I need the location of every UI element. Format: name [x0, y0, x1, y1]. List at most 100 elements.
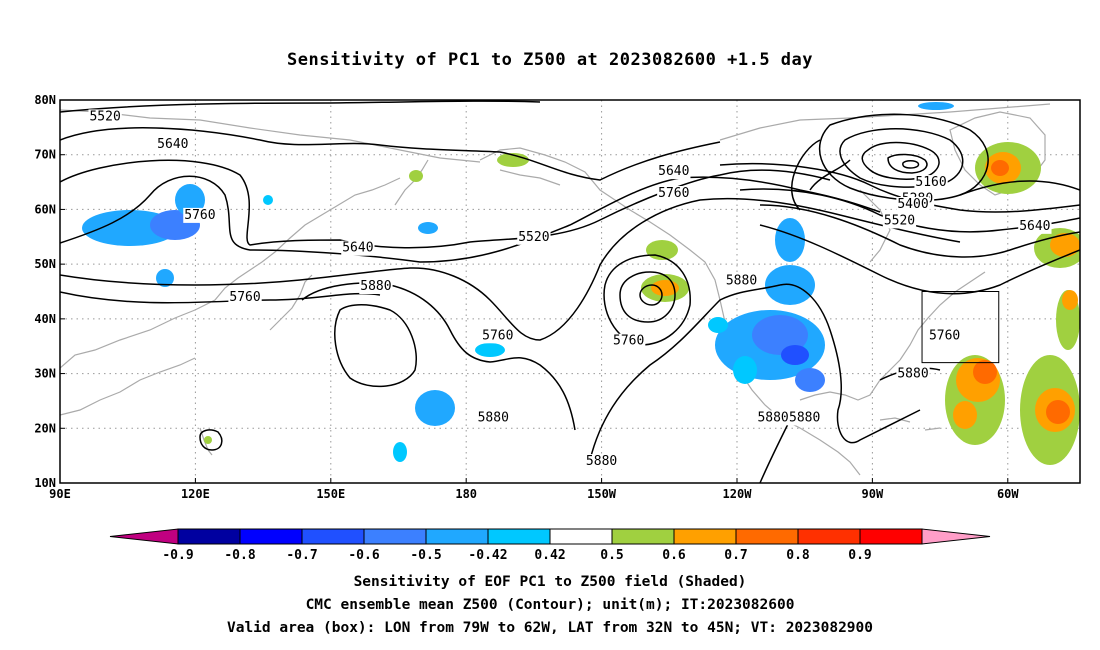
lon-label: 150W [587, 487, 617, 501]
contour-label: 5760 [658, 186, 689, 201]
contour-label: 5760 [613, 334, 644, 349]
latitude-labels: 80N 70N 60N 50N 40N 30N 20N 10N [34, 93, 65, 490]
contour-label: 5760 [229, 290, 260, 305]
colorbar-tick-label: 0.6 [662, 548, 686, 563]
colorbar-segment [611, 528, 675, 545]
contour-label: 5760 [482, 328, 513, 343]
colorbar-segment [177, 528, 241, 545]
contour-label: 5880 [586, 454, 617, 469]
colorbar-segment [859, 528, 923, 545]
lon-label: 120E [181, 487, 210, 501]
contour-label-bg [156, 136, 190, 152]
contour-label: 5640 [1019, 219, 1050, 234]
contour-label: 5760 [929, 328, 960, 343]
contour-label-bg [657, 186, 691, 202]
caption-line-1: Sensitivity of EOF PC1 to Z500 field (Sh… [353, 574, 747, 590]
colorbar-segment [487, 528, 551, 545]
colorbar-segment [425, 528, 489, 545]
colorbar-segment [797, 528, 861, 545]
contour-label-bg [584, 454, 619, 470]
lat-label: 50N [34, 257, 56, 271]
contour-label: 5520 [518, 230, 549, 245]
lon-label: 60W [997, 487, 1019, 501]
sensitivity-shading [82, 102, 1080, 465]
colorbar-low-extend [109, 528, 179, 545]
lat-label: 60N [34, 202, 56, 216]
colorbar-segment [549, 528, 613, 545]
contour-label-bg [228, 289, 262, 305]
contour-label: 5880 [360, 279, 391, 294]
contour-label-bg [882, 213, 917, 229]
contour-label: 5160 [915, 175, 946, 190]
contour-label-bg [481, 328, 515, 344]
lon-label: 90E [49, 487, 71, 501]
colorbar-segment [673, 528, 737, 545]
contour-labels: 5520 5640 5760 5640 5760 5880 5520 5640 5760 5760… [88, 109, 1052, 470]
contour-label-bg [88, 109, 122, 125]
colorbar-tick-label: -0.42 [468, 548, 507, 563]
contour-label: 5640 [342, 241, 373, 256]
contour-label-bg [476, 410, 510, 426]
contour-label: 5640 [658, 164, 689, 179]
contour-label-bg [914, 175, 948, 191]
contour-label: 5400 [897, 197, 928, 212]
lon-label: 180 [455, 487, 477, 501]
contour-label-bg [788, 410, 822, 426]
contour-label: 5760 [184, 208, 215, 223]
colorbar-tick-label: -0.8 [224, 548, 255, 563]
contour-label: 5880 [726, 274, 757, 289]
contour-label-bg [896, 366, 930, 382]
valid-area-box [921, 291, 1000, 364]
colorbar-tick-label: -0.7 [286, 548, 317, 563]
colorbar-segment [735, 528, 799, 545]
contour-label: 5640 [157, 137, 188, 152]
longitude-labels: 90E 120E 150E 180 150W 120W 90W 60W [49, 478, 1019, 501]
contour-label-bg [517, 229, 551, 245]
colorbar-segment [363, 528, 427, 545]
lon-label: 150E [316, 487, 345, 501]
map-grid [60, 100, 1080, 483]
contour-label-bg [1018, 218, 1052, 234]
caption-line-2: CMC ensemble mean Z500 (Contour); unit(m… [305, 597, 795, 613]
map-border [59, 99, 1081, 484]
contour-label: 5520 [89, 109, 120, 124]
contour-label-bg [724, 273, 759, 289]
colorbar-tick-label: -0.6 [348, 548, 379, 563]
lon-label: 120W [723, 487, 753, 501]
contour-label: 5520 [884, 213, 915, 228]
colorbar-tick-label: 0.9 [848, 548, 871, 563]
colorbar-tick-label: 0.7 [724, 548, 747, 563]
colorbar-tick-label: 0.42 [534, 548, 565, 563]
contour-label-bg [927, 328, 962, 344]
coastlines [60, 103, 1051, 476]
colorbar-tick-label: 0.8 [786, 548, 810, 563]
colorbar-tick-label: -0.5 [410, 548, 441, 563]
colorbar-tick-label: 0.5 [600, 548, 623, 563]
contour-label: 5880 [897, 367, 928, 382]
lat-label: 10N [34, 476, 56, 490]
contour-label-bg [657, 164, 691, 180]
contour-label-bg [896, 196, 930, 212]
lat-label: 20N [34, 421, 56, 435]
colorbar: -0.9 -0.8 -0.7 -0.6 -0.5 -0.42 0.42 0.5 0.6 0.7 0.… [109, 528, 991, 563]
lat-label: 30N [34, 367, 56, 381]
colorbar-segment [301, 528, 365, 545]
colorbar-high-extend [921, 528, 991, 545]
contour-label: 5880 [757, 410, 788, 425]
contour-label-bg [756, 410, 790, 426]
lat-label: 40N [34, 312, 56, 326]
lon-label: 90W [862, 487, 884, 501]
lat-label: 80N [34, 93, 56, 107]
contour-label-bg [183, 207, 217, 223]
colorbar-tick-label: -0.9 [162, 548, 193, 563]
contour-label: 5880 [789, 410, 820, 425]
contour-label-bg [341, 240, 375, 256]
contour-label: 5880 [478, 410, 509, 425]
contour-label-bg [359, 279, 393, 295]
colorbar-segment [239, 528, 303, 545]
lat-label: 70N [34, 148, 56, 162]
contour-label-bg [612, 333, 646, 349]
caption-line-3: Valid area (box): LON from 79W to 62W, L… [226, 620, 873, 636]
chart-title: Sensitivity of PC1 to Z500 at 2023082600… [286, 50, 813, 70]
